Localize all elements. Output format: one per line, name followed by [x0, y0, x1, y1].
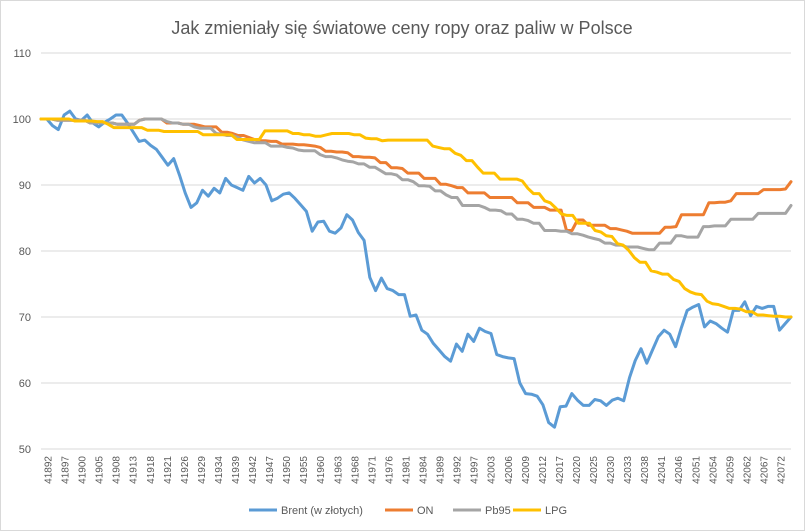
x-tick-label: 42025	[589, 456, 600, 484]
x-tick-label: 41897	[61, 456, 72, 484]
x-tick-label: 42072	[777, 456, 788, 484]
y-tick-label: 60	[19, 378, 31, 390]
x-tick-label: 41963	[333, 456, 344, 484]
x-tick-label: 41955	[299, 456, 310, 484]
series-line-2	[39, 117, 793, 252]
x-tick-label: 41913	[129, 456, 140, 484]
x-tick-label: 42020	[572, 456, 583, 484]
x-tick-label: 41968	[350, 456, 361, 484]
legend-label: Brent (w złotych)	[281, 505, 363, 517]
x-tick-label: 42012	[538, 456, 549, 484]
x-tick-label: 42030	[606, 456, 617, 484]
x-tick-label: 41942	[248, 456, 259, 484]
x-axis: 41892 41897 41900 41905 41908 41913 41918 41921…	[44, 456, 788, 484]
series-line-1	[39, 117, 793, 235]
legend-label: ON	[417, 505, 434, 517]
y-tick-label: 90	[19, 180, 31, 192]
x-tick-label: 42033	[623, 456, 634, 484]
x-tick-label: 42059	[725, 456, 736, 484]
x-tick-label: 41976	[384, 456, 395, 484]
x-tick-label: 42067	[759, 456, 770, 484]
x-tick-label: 41981	[401, 456, 412, 484]
series-line-3	[39, 117, 793, 319]
x-tick-label: 41908	[112, 456, 123, 484]
x-tick-label: 41989	[436, 456, 447, 484]
series-lines	[39, 109, 793, 429]
x-tick-label: 41984	[419, 456, 430, 484]
x-tick-label: 41921	[163, 456, 174, 484]
x-tick-label: 41905	[95, 456, 106, 484]
x-tick-label: 41939	[231, 456, 242, 484]
x-tick-label: 42054	[708, 456, 719, 484]
gridlines	[41, 52, 791, 450]
x-tick-label: 41992	[453, 456, 464, 484]
x-tick-label: 41929	[197, 456, 208, 484]
x-tick-label: 42017	[555, 456, 566, 484]
x-tick-label: 41918	[146, 456, 157, 484]
x-tick-label: 41997	[470, 456, 481, 484]
x-tick-label: 41971	[367, 456, 378, 484]
y-tick-label: 100	[13, 114, 31, 126]
x-tick-label: 42009	[521, 456, 532, 484]
x-tick-label: 41892	[44, 456, 55, 484]
legend-label: Pb95	[485, 505, 511, 517]
y-tick-label: 70	[19, 312, 31, 324]
x-tick-label: 42006	[504, 456, 515, 484]
x-tick-label: 41926	[180, 456, 191, 484]
y-tick-label: 80	[19, 246, 31, 258]
x-tick-label: 41950	[282, 456, 293, 484]
x-tick-label: 41900	[78, 456, 89, 484]
x-tick-label: 41947	[265, 456, 276, 484]
x-tick-label: 42003	[487, 456, 498, 484]
legend: Brent (w złotych) ON Pb95 LPG	[249, 505, 567, 517]
legend-label: LPG	[545, 505, 567, 517]
y-tick-label: 110	[13, 48, 31, 60]
x-tick-label: 41960	[316, 456, 327, 484]
x-tick-label: 42041	[657, 456, 668, 484]
y-tick-label: 50	[19, 444, 31, 456]
x-tick-label: 42051	[691, 456, 702, 484]
x-tick-label: 42038	[640, 456, 651, 484]
x-tick-label: 41934	[214, 456, 225, 484]
chart-title: Jak zmieniały się światowe ceny ropy ora…	[171, 18, 632, 38]
x-tick-label: 42062	[742, 456, 753, 484]
x-tick-label: 42046	[674, 456, 685, 484]
y-axis: 50 60 70 80 90 100 110	[13, 48, 31, 456]
series-line-0	[39, 109, 793, 429]
